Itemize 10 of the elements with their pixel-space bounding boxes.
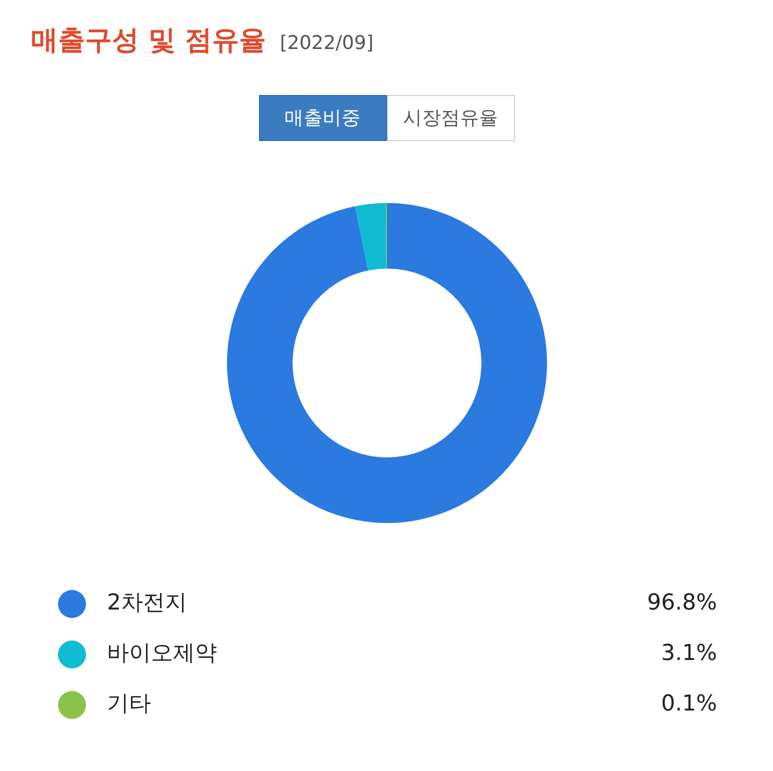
data-label: 0.1%: [661, 692, 717, 717]
text: 매출비중: [284, 107, 360, 129]
chart-subtitle: [2022/09]: [280, 32, 374, 54]
text: 시장점유율: [403, 107, 498, 129]
legend-label: 2차전지: [107, 590, 187, 616]
legend-label: 바이오제약: [107, 641, 217, 666]
data-label: 96.8%: [647, 590, 717, 616]
chart-title: 매출구성 및 점유율: [31, 25, 266, 56]
data-label: 3.1%: [661, 641, 717, 666]
legend-label: 기타: [107, 692, 151, 717]
